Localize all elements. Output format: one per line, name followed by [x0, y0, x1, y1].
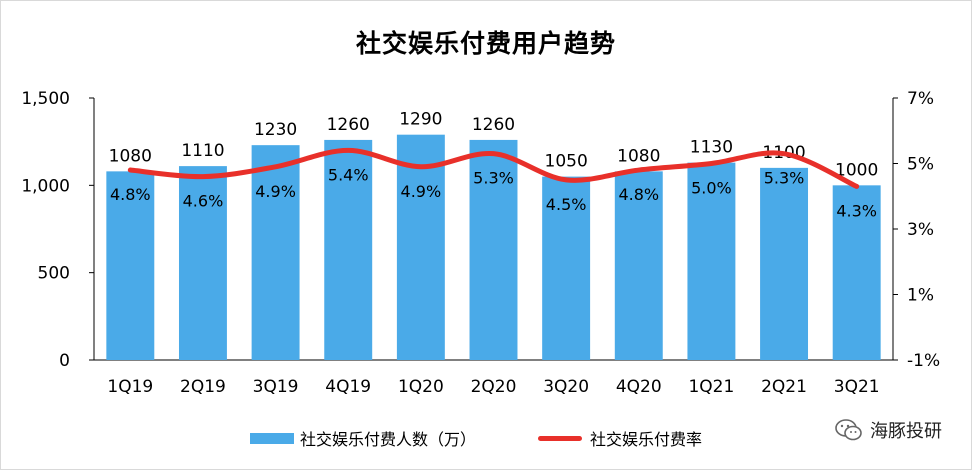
- x-tick-label: 1Q19: [107, 377, 153, 397]
- bar: [324, 139, 373, 360]
- y-right-tick-label: 1%: [907, 286, 934, 306]
- x-tick-label: 4Q20: [616, 377, 662, 397]
- legend-item-line: 社交娱乐付费率: [538, 426, 702, 450]
- bar: [251, 145, 300, 360]
- bar: [178, 166, 227, 360]
- legend-bar-label: 社交娱乐付费人数（万）: [300, 430, 477, 449]
- rate-line: [127, 147, 860, 189]
- bar-value-label: 1130: [690, 138, 733, 158]
- wechat-icon: [834, 417, 864, 443]
- bar: [542, 176, 591, 360]
- bar-value-label: 1260: [472, 115, 515, 135]
- y-left-tick-label: 0: [59, 351, 70, 371]
- bar-value-label: 1230: [254, 120, 297, 140]
- x-tick-label: 3Q20: [543, 377, 589, 397]
- x-tick-label: 2Q19: [180, 377, 226, 397]
- bar-value-label: 1000: [835, 160, 878, 180]
- bar-value-label: 1290: [399, 110, 442, 130]
- bar: [469, 139, 518, 360]
- rate-value-label: 4.5%: [546, 195, 587, 214]
- bar: [396, 134, 445, 360]
- x-tick-label: 2Q20: [471, 377, 517, 397]
- rate-value-labels: 4.8% 4.6% 4.9% 5.4% 4.9% 5.3% 4.5% 4.8% 5.0% 5.3%…: [110, 165, 877, 220]
- axes: 0 500 1,000 1,500 -1% 1% 3% 5% 7%: [21, 89, 940, 371]
- bar-value-label: 1080: [617, 146, 660, 166]
- rate-value-label: 5.4%: [328, 165, 369, 184]
- watermark-text: 海豚投研: [870, 421, 942, 442]
- rate-value-label: 4.9%: [255, 182, 296, 201]
- y-left-tick-label: 1,000: [21, 176, 70, 196]
- x-tick-labels: 1Q19 2Q19 3Q19 4Q19 1Q20 2Q20 3Q20 4Q20 1Q21 2Q21…: [107, 377, 879, 397]
- bar-value-label: 1080: [109, 146, 152, 166]
- legend-line-label: 社交娱乐付费率: [590, 430, 703, 449]
- rate-value-label: 4.9%: [401, 182, 442, 201]
- bar-value-label: 1260: [327, 115, 370, 135]
- x-tick-label: 1Q20: [398, 377, 444, 397]
- bar-value-label: 1110: [181, 141, 224, 161]
- x-tick-label: 2Q21: [761, 377, 807, 397]
- bar: [832, 185, 881, 360]
- x-tick-label: 4Q19: [325, 377, 371, 397]
- rate-value-label: 4.6%: [183, 192, 224, 211]
- legend: 社交娱乐付费人数（万） 社交娱乐付费率: [250, 426, 764, 450]
- rate-value-label: 5.3%: [764, 169, 805, 188]
- bar-value-label: 1050: [545, 152, 588, 172]
- y-left-tick-label: 1,500: [21, 89, 70, 109]
- rate-value-label: 4.8%: [110, 185, 151, 204]
- bar: [760, 167, 809, 360]
- x-tick-label: 3Q19: [253, 377, 299, 397]
- bar: [614, 171, 663, 360]
- rate-value-label: 5.0%: [691, 179, 732, 198]
- bar-series: [106, 134, 881, 360]
- y-left-tick-label: 500: [38, 264, 70, 284]
- rate-value-label: 4.8%: [618, 185, 659, 204]
- y-right-tick-label: 3%: [907, 220, 934, 240]
- rate-value-label: 5.3%: [473, 169, 514, 188]
- y-right-tick-label: 5%: [907, 155, 934, 175]
- bar: [687, 162, 736, 360]
- legend-item-bar: 社交娱乐付费人数（万）: [250, 426, 476, 450]
- x-tick-label: 1Q21: [688, 377, 734, 397]
- line-series: [127, 147, 860, 189]
- y-right-tick-label: 7%: [907, 89, 934, 109]
- x-tick-label: 3Q21: [834, 377, 880, 397]
- watermark: 海豚投研: [834, 417, 942, 443]
- bar: [106, 171, 155, 360]
- y-right-tick-label: -1%: [907, 351, 940, 371]
- chart-title: 社交娱乐付费用户趋势: [355, 29, 616, 58]
- legend-bar-swatch: [250, 432, 294, 444]
- legend-line-swatch: [538, 435, 583, 441]
- rate-value-label: 4.3%: [836, 201, 877, 220]
